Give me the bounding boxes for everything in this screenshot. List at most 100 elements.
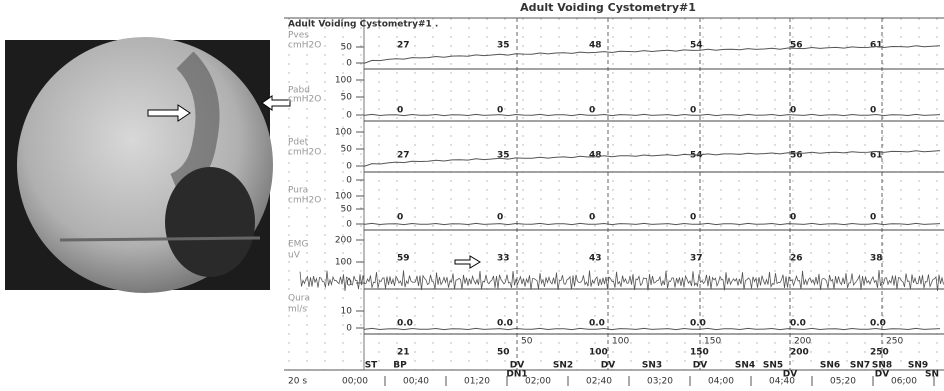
- reading: 59: [397, 254, 410, 264]
- channel-label: Pura: [288, 186, 308, 196]
- tick-label: 0: [346, 220, 352, 230]
- channel-label: Pves: [288, 31, 309, 41]
- channel-label: cmH2O: [288, 148, 321, 158]
- time-label: 00;40: [403, 377, 429, 387]
- channel-label: cmH2O: [288, 95, 321, 105]
- reading: 0.0: [790, 319, 806, 329]
- event-label: SN7: [850, 361, 870, 371]
- volume-mark: 50: [521, 337, 533, 347]
- tick-label: 0: [346, 59, 352, 69]
- title: Adult Voiding Cystometry#1: [520, 1, 696, 14]
- event-label: SN5: [763, 361, 783, 371]
- time-label: 02;40: [586, 377, 612, 387]
- trace: [363, 45, 941, 64]
- reading: 35: [497, 151, 510, 161]
- volume-label: 150: [690, 348, 709, 358]
- event-label: DV: [601, 361, 615, 371]
- reading: 0: [690, 106, 696, 116]
- volume-label: 200: [790, 348, 809, 358]
- event-label: SN2: [553, 361, 573, 371]
- channel-label: Qura: [288, 294, 310, 304]
- tick-label: 200: [335, 236, 352, 246]
- channel-label: Pabd: [288, 86, 310, 96]
- time-label: 01;20: [464, 377, 490, 387]
- volume-mark: 100: [612, 337, 629, 347]
- tick-label: 100: [335, 192, 352, 202]
- reading: 0.0: [589, 319, 605, 329]
- time-label: 04;00: [708, 377, 734, 387]
- tick-label: 100: [335, 258, 352, 268]
- trace: [363, 222, 941, 226]
- reading: 0: [397, 106, 403, 116]
- reading: 0: [589, 213, 595, 223]
- channel-label: uV: [288, 251, 301, 261]
- tick-label: 50: [341, 205, 353, 215]
- tick-label: 0: [346, 162, 352, 172]
- time-label: 05;20: [830, 377, 856, 387]
- reading: 54: [690, 41, 703, 51]
- event-label: DV: [510, 361, 524, 371]
- reading: 48: [589, 41, 602, 51]
- time-label: 00;00: [342, 377, 368, 387]
- reading: 43: [589, 254, 602, 264]
- event-label: SN: [925, 370, 939, 380]
- volume-mark: 150: [704, 337, 721, 347]
- tick-label: 50: [341, 145, 353, 155]
- emg-trace: [299, 270, 944, 292]
- reading: 38: [870, 254, 883, 264]
- event-label: DV: [875, 370, 889, 380]
- tick-label: 0: [346, 176, 352, 186]
- tick-label: 100: [335, 128, 352, 138]
- time-label: 02;00: [525, 377, 551, 387]
- event-label: DV: [693, 361, 707, 371]
- tick-label: 0: [346, 324, 352, 334]
- time-scale: 20 s: [288, 377, 307, 387]
- event-label: BP: [393, 361, 407, 371]
- trace: [363, 150, 941, 167]
- reading: 0.0: [497, 319, 513, 329]
- reading: 0.0: [397, 319, 413, 329]
- event-label: DN1: [506, 370, 527, 380]
- trace: [363, 113, 941, 117]
- arrow: [454, 255, 481, 269]
- event-label: SN4: [735, 361, 755, 371]
- channel-label: EMG: [288, 240, 308, 250]
- fluoroscopy-image: [5, 37, 273, 293]
- event-label: ST: [365, 361, 378, 371]
- volume-mark: 250: [886, 337, 903, 347]
- tick-label: 100: [335, 76, 352, 86]
- reading: 37: [690, 254, 703, 264]
- reading: 27: [397, 151, 410, 161]
- volume-mark: 200: [794, 337, 811, 347]
- tick-label: 0: [346, 279, 352, 289]
- tick-label: 50: [341, 93, 353, 103]
- reading: 0.0: [870, 319, 886, 329]
- event-label: DV: [783, 370, 797, 380]
- reading: 35: [497, 41, 510, 51]
- reading: 0: [497, 213, 503, 223]
- channel-label: cmH2O: [288, 41, 321, 51]
- tick-label: 50: [341, 43, 353, 53]
- reading: 27: [397, 41, 410, 51]
- reading: 0.0: [690, 319, 706, 329]
- event-label: SN8: [872, 361, 892, 371]
- channel-label: cmH2O: [288, 196, 321, 206]
- volume-label: 50: [497, 348, 510, 358]
- reading: 0: [397, 213, 403, 223]
- tick-label: 0: [346, 111, 352, 121]
- reading: 0: [589, 106, 595, 116]
- tick-label: 10: [341, 307, 353, 317]
- reading: 0: [870, 106, 876, 116]
- volume-label: 250: [870, 348, 889, 358]
- volume-label: 21: [397, 348, 410, 358]
- reading: 33: [497, 254, 510, 264]
- reading: 26: [790, 254, 803, 264]
- volume-label: 100: [589, 348, 608, 358]
- subtitle: Adult Voiding Cystometry#1 .: [288, 20, 438, 30]
- time-label: 03;20: [647, 377, 673, 387]
- channel-label: Pdet: [288, 138, 309, 148]
- reading: 56: [790, 41, 803, 51]
- reading: 0: [497, 106, 503, 116]
- reading: 0: [870, 213, 876, 223]
